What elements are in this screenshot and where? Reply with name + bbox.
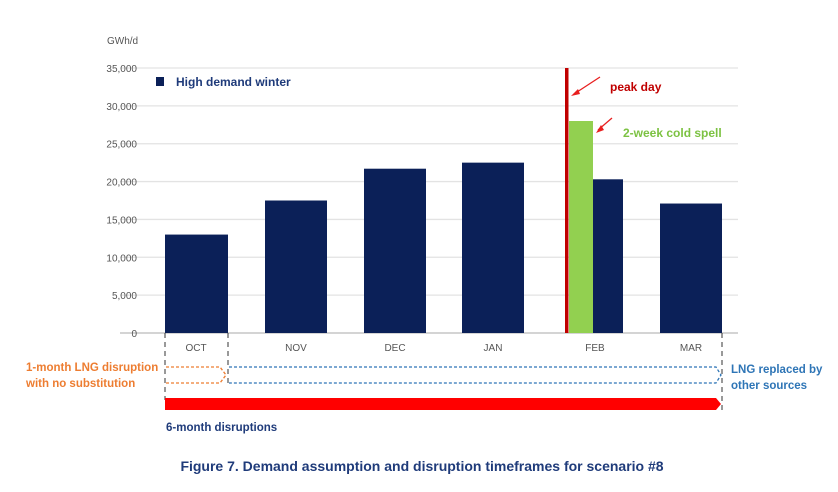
y-axis-ticks: 0 5,000 10,000 15,000 20,000 25,000 30,000 35,0…	[106, 64, 137, 340]
peak-day-arrow	[571, 76, 601, 96]
x-tick-label: NOV	[285, 343, 307, 354]
figure-caption: Figure 7. Demand assumption and disrupti…	[180, 458, 663, 474]
y-tick-label: 5,000	[112, 291, 137, 302]
y-tick-label: 10,000	[106, 253, 137, 264]
legend-label: High demand winter	[176, 75, 291, 89]
bar-jan	[462, 162, 524, 333]
x-axis-labels: OCT NOV DEC JAN FEB MAR	[185, 343, 702, 354]
no-substitution-arrow	[166, 366, 227, 384]
bar-cold-spell	[569, 121, 593, 333]
bar-feb	[593, 179, 623, 333]
y-axis-label: GWh/d	[107, 36, 138, 47]
bar-oct	[165, 234, 228, 333]
x-tick-label: DEC	[384, 343, 405, 354]
six-month-label: 6-month disruptions	[166, 422, 277, 434]
replaced-label-1: LNG replaced by	[731, 364, 823, 376]
bar-nov	[265, 200, 327, 333]
peak-day-label: peak day	[610, 80, 662, 94]
no-substitution-label-2: with no substitution	[25, 378, 135, 390]
timeframe-guides	[164, 333, 723, 412]
y-tick-label: 25,000	[106, 140, 137, 151]
x-tick-label: MAR	[680, 343, 702, 354]
x-tick-label: OCT	[185, 343, 206, 354]
bar-mar	[660, 203, 722, 333]
cold-spell-arrow	[596, 117, 613, 133]
y-tick-label: 15,000	[106, 215, 137, 226]
x-tick-label: FEB	[585, 343, 605, 354]
y-tick-label: 20,000	[106, 178, 137, 189]
six-month-arrow	[165, 398, 721, 410]
bar-peak-day	[565, 68, 569, 333]
y-tick-label: 35,000	[106, 64, 137, 75]
y-tick-label: 0	[131, 329, 137, 340]
replaced-label-2: other sources	[731, 380, 807, 392]
bars	[165, 68, 722, 333]
cold-spell-label: 2-week cold spell	[623, 126, 722, 140]
bar-dec	[364, 168, 426, 333]
replaced-arrow	[229, 366, 722, 384]
legend-swatch	[156, 77, 164, 86]
no-substitution-label-1: 1-month LNG disruption	[26, 362, 158, 374]
x-tick-label: JAN	[484, 343, 503, 354]
y-tick-label: 30,000	[106, 102, 137, 113]
